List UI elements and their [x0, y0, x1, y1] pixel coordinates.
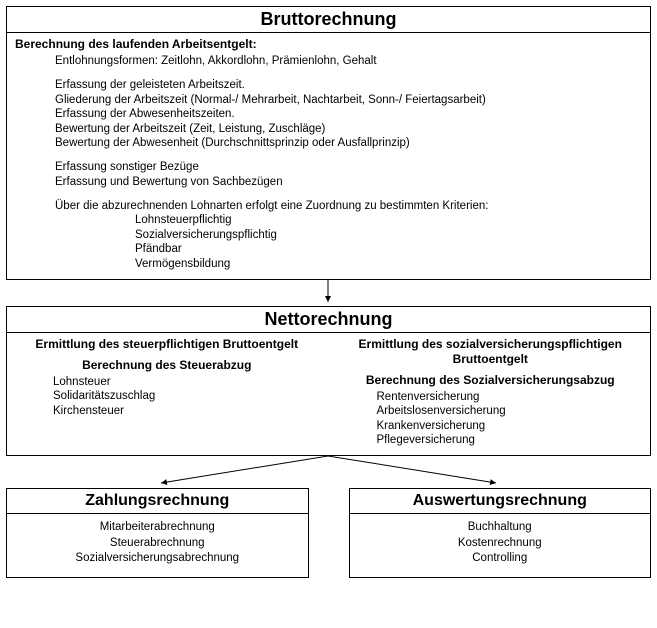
netto-box: Nettorechnung Ermittlung des steuerpflic… — [6, 306, 651, 457]
brutto-title: Bruttorechnung — [7, 7, 650, 33]
brutto-subhead: Berechnung des laufenden Arbeitsentgelt: — [15, 37, 642, 52]
zahlung-i3: Sozialversicherungsabrechnung — [7, 551, 308, 567]
bottom-row: Zahlungsrechnung Mitarbeiterabrechnung S… — [6, 488, 651, 578]
netto-left-h2: Berechnung des Steuerabzug — [15, 358, 319, 373]
netto-right-col: Ermittlung des sozialversicherungspflich… — [339, 337, 643, 448]
auswertung-items: Buchhaltung Kostenrechnung Controlling — [350, 514, 651, 577]
brutto-p4-lead: Über die abzurechnenden Lohnarten erfolg… — [15, 199, 642, 213]
brutto-p1: Entlohnungsformen: Zeitlohn, Akkordlohn,… — [15, 54, 642, 68]
brutto-p3a: Erfassung sonstiger Bezüge — [55, 160, 642, 174]
brutto-p2e: Bewertung der Abwesenheit (Durchschnitts… — [55, 136, 642, 150]
netto-right-i2: Arbeitslosenversicherung — [377, 404, 643, 418]
netto-body: Ermittlung des steuerpflichtigen Bruttoe… — [7, 333, 650, 456]
brutto-box: Bruttorechnung Berechnung des laufenden … — [6, 6, 651, 280]
zahlung-i2: Steuerabrechnung — [7, 536, 308, 552]
brutto-p4d: Vermögensbildung — [135, 257, 642, 271]
zahlung-i1: Mitarbeiterabrechnung — [7, 520, 308, 536]
netto-left-h1: Ermittlung des steuerpflichtigen Bruttoe… — [15, 337, 319, 352]
zahlung-items: Mitarbeiterabrechnung Steuerabrechnung S… — [7, 514, 308, 577]
netto-left-items: Lohnsteuer Solidaritätszuschlag Kirchens… — [15, 375, 319, 418]
netto-right-i3: Krankenversicherung — [377, 419, 643, 433]
netto-right-h2: Berechnung des Sozialversicherungsabzug — [339, 373, 643, 388]
brutto-p3b: Erfassung und Bewertung von Sachbezügen — [55, 175, 642, 189]
netto-left-col: Ermittlung des steuerpflichtigen Bruttoe… — [15, 337, 319, 448]
netto-title: Nettorechnung — [7, 307, 650, 333]
brutto-body: Berechnung des laufenden Arbeitsentgelt:… — [7, 33, 650, 279]
brutto-p2c: Erfassung der Abwesenheitszeiten. — [55, 107, 642, 121]
brutto-p2d: Bewertung der Arbeitszeit (Zeit, Leistun… — [55, 122, 642, 136]
brutto-p2b: Gliederung der Arbeitszeit (Normal-/ Meh… — [55, 93, 642, 107]
auswertung-i3: Controlling — [350, 551, 651, 567]
brutto-p4-list: Lohnsteuerpflichtig Sozialversicherungsp… — [15, 213, 642, 271]
netto-right-i1: Rentenversicherung — [377, 390, 643, 404]
netto-right-i4: Pflegeversicherung — [377, 433, 643, 447]
netto-right-items: Rentenversicherung Arbeitslosenversicher… — [339, 390, 643, 448]
netto-left-i3: Kirchensteuer — [53, 404, 319, 418]
brutto-p4b: Sozialversicherungspflichtig — [135, 228, 642, 242]
brutto-p2: Erfassung der geleisteten Arbeitszeit. G… — [15, 78, 642, 150]
auswertung-box: Auswertungsrechnung Buchhaltung Kostenre… — [349, 488, 652, 578]
netto-left-i2: Solidaritätszuschlag — [53, 389, 319, 403]
auswertung-i2: Kostenrechnung — [350, 536, 651, 552]
netto-right-h1: Ermittlung des sozialversicherungspflich… — [339, 337, 643, 367]
brutto-p4a: Lohnsteuerpflichtig — [135, 213, 642, 227]
zahlung-title: Zahlungsrechnung — [7, 489, 308, 514]
auswertung-title: Auswertungsrechnung — [350, 489, 651, 514]
zahlung-box: Zahlungsrechnung Mitarbeiterabrechnung S… — [6, 488, 309, 578]
arrow-netto-split — [6, 456, 651, 488]
arrow-brutto-to-netto — [6, 280, 651, 306]
brutto-p3: Erfassung sonstiger Bezüge Erfassung und… — [15, 160, 642, 189]
netto-left-i1: Lohnsteuer — [53, 375, 319, 389]
auswertung-i1: Buchhaltung — [350, 520, 651, 536]
brutto-p2a: Erfassung der geleisteten Arbeitszeit. — [55, 78, 642, 92]
brutto-p4c: Pfändbar — [135, 242, 642, 256]
